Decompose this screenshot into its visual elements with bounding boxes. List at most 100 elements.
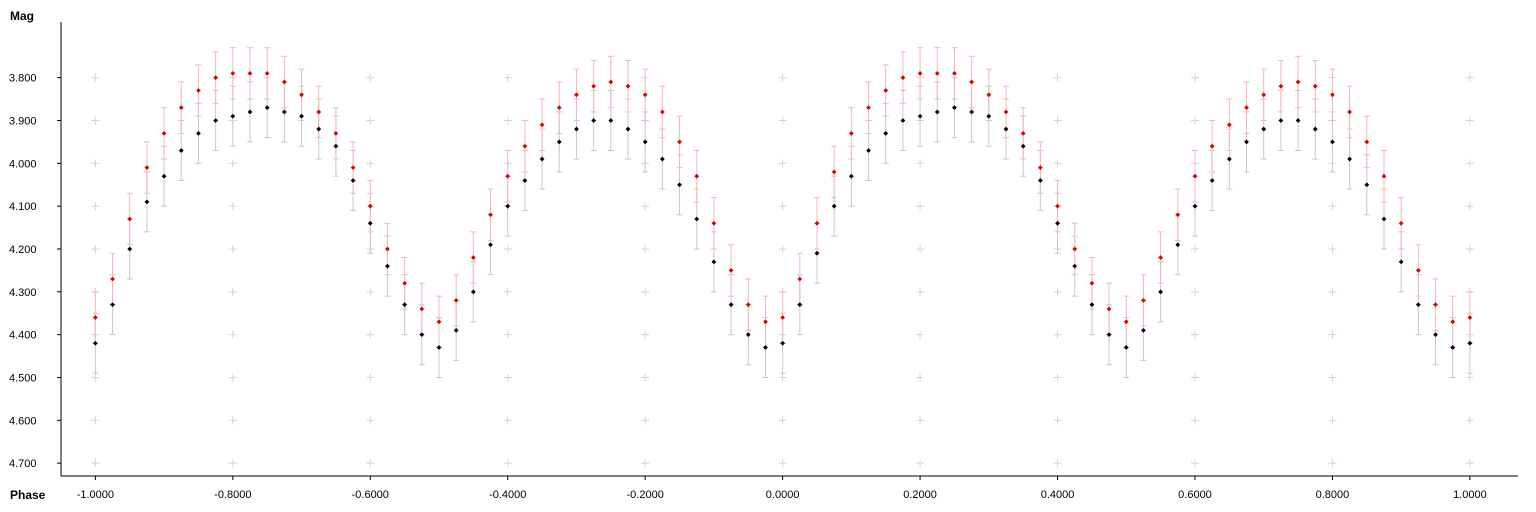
grid-plus-marker [503, 73, 512, 82]
grid-plus-marker [366, 459, 375, 468]
data-point-red [1055, 203, 1060, 209]
grid-plus-marker [1190, 416, 1199, 425]
data-point-black [350, 178, 356, 183]
grid-plus-marker [1053, 416, 1062, 425]
data-point-black [1123, 345, 1129, 350]
data-point-red [281, 79, 287, 85]
data-point-black [1347, 156, 1353, 162]
data-point-black [1330, 139, 1335, 145]
data-point-black [333, 143, 339, 149]
grid-plus-marker [91, 373, 100, 382]
data-point-red [505, 173, 511, 179]
data-point-red [574, 92, 579, 98]
data-point-black [866, 148, 871, 153]
data-point-red [144, 165, 150, 171]
data-point-black [539, 156, 545, 162]
grid-plus-marker [503, 116, 512, 125]
grid-plus-marker [1053, 287, 1062, 296]
grid-plus-marker [228, 245, 237, 253]
data-point-black [556, 139, 562, 145]
data-point-red [986, 92, 992, 98]
data-point-black [213, 118, 219, 123]
grid-plus-marker [1053, 73, 1062, 82]
data-point-red [1347, 109, 1353, 115]
grid-plus-marker [1328, 416, 1337, 425]
x-tick-label: 0.0000 [766, 489, 800, 501]
data-point-black [608, 118, 614, 123]
data-point-red [1450, 319, 1456, 325]
data-point-red [591, 83, 597, 89]
grid-plus-marker [1190, 245, 1199, 253]
data-point-red [866, 105, 871, 111]
grid-plus-marker [1328, 245, 1337, 253]
grid-plus-marker [1465, 245, 1474, 253]
data-point-red [780, 315, 786, 320]
grid-plus-marker [228, 159, 237, 168]
grid-plus-marker [1053, 330, 1062, 339]
data-point-red [470, 255, 476, 260]
data-point-black [986, 113, 992, 119]
y-tick-label: 4.400 [9, 330, 37, 342]
grid-plus-marker [91, 73, 100, 82]
grid-plus-marker [778, 245, 787, 253]
data-point-black [1312, 126, 1318, 132]
grid-plus-marker [916, 416, 925, 425]
grid-plus-marker [1190, 373, 1199, 382]
x-tick-label: -1.0000 [77, 489, 114, 501]
data-point-black [848, 173, 854, 179]
grid-plus-marker [778, 373, 787, 382]
data-point-red [1364, 139, 1370, 145]
grid-plus-marker [1053, 159, 1062, 168]
data-point-black [952, 105, 957, 111]
grid-plus-marker [1190, 73, 1199, 82]
grid-plus-marker [503, 416, 512, 425]
data-point-red [299, 92, 304, 98]
data-point-red [797, 276, 803, 282]
data-point-red [556, 105, 562, 111]
grid-plus-marker [91, 416, 100, 425]
axes: -1.0000 -0.8000 -0.6000 -0.4000 -0.2000 0.000… [9, 73, 1487, 501]
data-point-red [1175, 212, 1181, 218]
data-point-black [196, 130, 201, 136]
data-point-black [367, 220, 373, 226]
data-point-black [659, 156, 665, 162]
data-point-red [677, 139, 682, 145]
grid-plus-marker [778, 459, 787, 468]
data-point-black [110, 302, 115, 308]
data-point-black [522, 178, 528, 183]
y-axis-title: Mag [10, 9, 34, 23]
grid-plus-marker [1465, 202, 1474, 211]
data-point-black [1381, 216, 1387, 222]
data-point-black [1209, 178, 1215, 183]
grid-plus-marker [1190, 287, 1199, 296]
x-tick-label: -0.8000 [214, 489, 251, 501]
data-point-red [728, 268, 734, 273]
data-point-red [127, 216, 133, 222]
data-point-red [625, 83, 631, 89]
data-point-black [230, 113, 236, 119]
grid-plus-marker [228, 459, 237, 468]
data-point-black [1467, 340, 1473, 346]
data-point-red [316, 109, 322, 115]
data-point-red [1141, 297, 1146, 303]
data-point-black [1141, 327, 1146, 333]
data-point-black [831, 203, 837, 209]
data-point-black [934, 109, 940, 115]
data-point-red [1244, 105, 1249, 111]
data-point-red [900, 75, 906, 81]
data-point-red [659, 109, 665, 115]
grid-plus-marker [366, 116, 375, 125]
grid-plus-marker [1328, 202, 1337, 211]
x-tick-label: 0.6000 [1178, 489, 1212, 501]
data-points [92, 70, 1473, 350]
data-point-red [1381, 173, 1387, 179]
grid-plus-marker [1190, 459, 1199, 468]
grid-plus-marker [641, 245, 650, 253]
data-point-red [1226, 122, 1232, 128]
data-point-black [1055, 220, 1060, 226]
data-point-red [178, 105, 184, 111]
data-point-black [780, 340, 786, 346]
grid-plus-marker [641, 202, 650, 211]
data-point-black [161, 173, 167, 179]
